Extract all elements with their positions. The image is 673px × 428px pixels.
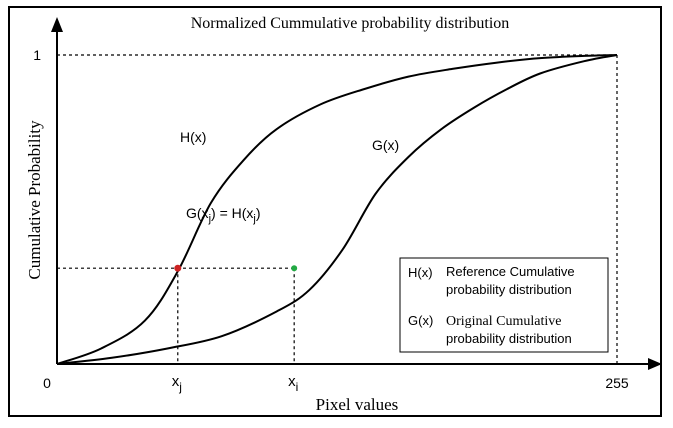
match-label-end: )	[256, 205, 261, 221]
series-h-line	[56, 54, 618, 365]
match-label-sub1: j	[208, 213, 211, 225]
legend: H(x) Reference Cumulative probability di…	[399, 257, 609, 353]
legend-g-line2: probability distribution	[446, 331, 572, 346]
legend-key-g: G(x)	[408, 313, 433, 328]
legend-h-line2: probability distribution	[446, 282, 572, 297]
x-tick-label-255: 255	[605, 375, 629, 391]
reference-lines	[57, 54, 618, 364]
xi-label-sub: i	[296, 380, 299, 394]
y-axis-label: Cumulative Probability	[25, 120, 44, 280]
point-xi	[291, 265, 298, 272]
xi-label-x: x	[288, 373, 296, 390]
x-tick-label-0: 0	[43, 375, 51, 391]
match-label-mid: ) = H(x	[211, 205, 253, 221]
x-axis-arrow-icon	[648, 358, 662, 370]
legend-box	[399, 257, 609, 353]
legend-key-h: H(x)	[408, 265, 433, 280]
chart-title: Normalized Cummulative probability distr…	[191, 15, 510, 32]
legend-g-line1: Original Cumulative	[446, 314, 561, 329]
x-axis-label: Pixel values	[316, 395, 399, 414]
legend-h-line1: Reference Cumulative	[446, 264, 575, 279]
match-label: G(xj) = H(xj)	[186, 205, 261, 225]
h-curve-label: H(x)	[180, 129, 206, 145]
match-label-part1: G(x	[186, 205, 209, 221]
point-xj	[174, 264, 182, 272]
match-label-sub2: j	[252, 213, 255, 225]
xi-label: xi	[288, 373, 298, 394]
y-axis-arrow-icon	[51, 17, 63, 32]
g-curve-label: G(x)	[372, 137, 399, 153]
series-g-line	[56, 54, 618, 365]
xj-label: xj	[172, 373, 182, 394]
xj-label-x: x	[172, 373, 180, 390]
xj-label-sub: j	[178, 380, 182, 394]
y-tick-label-1: 1	[33, 47, 41, 63]
axes	[51, 17, 662, 370]
